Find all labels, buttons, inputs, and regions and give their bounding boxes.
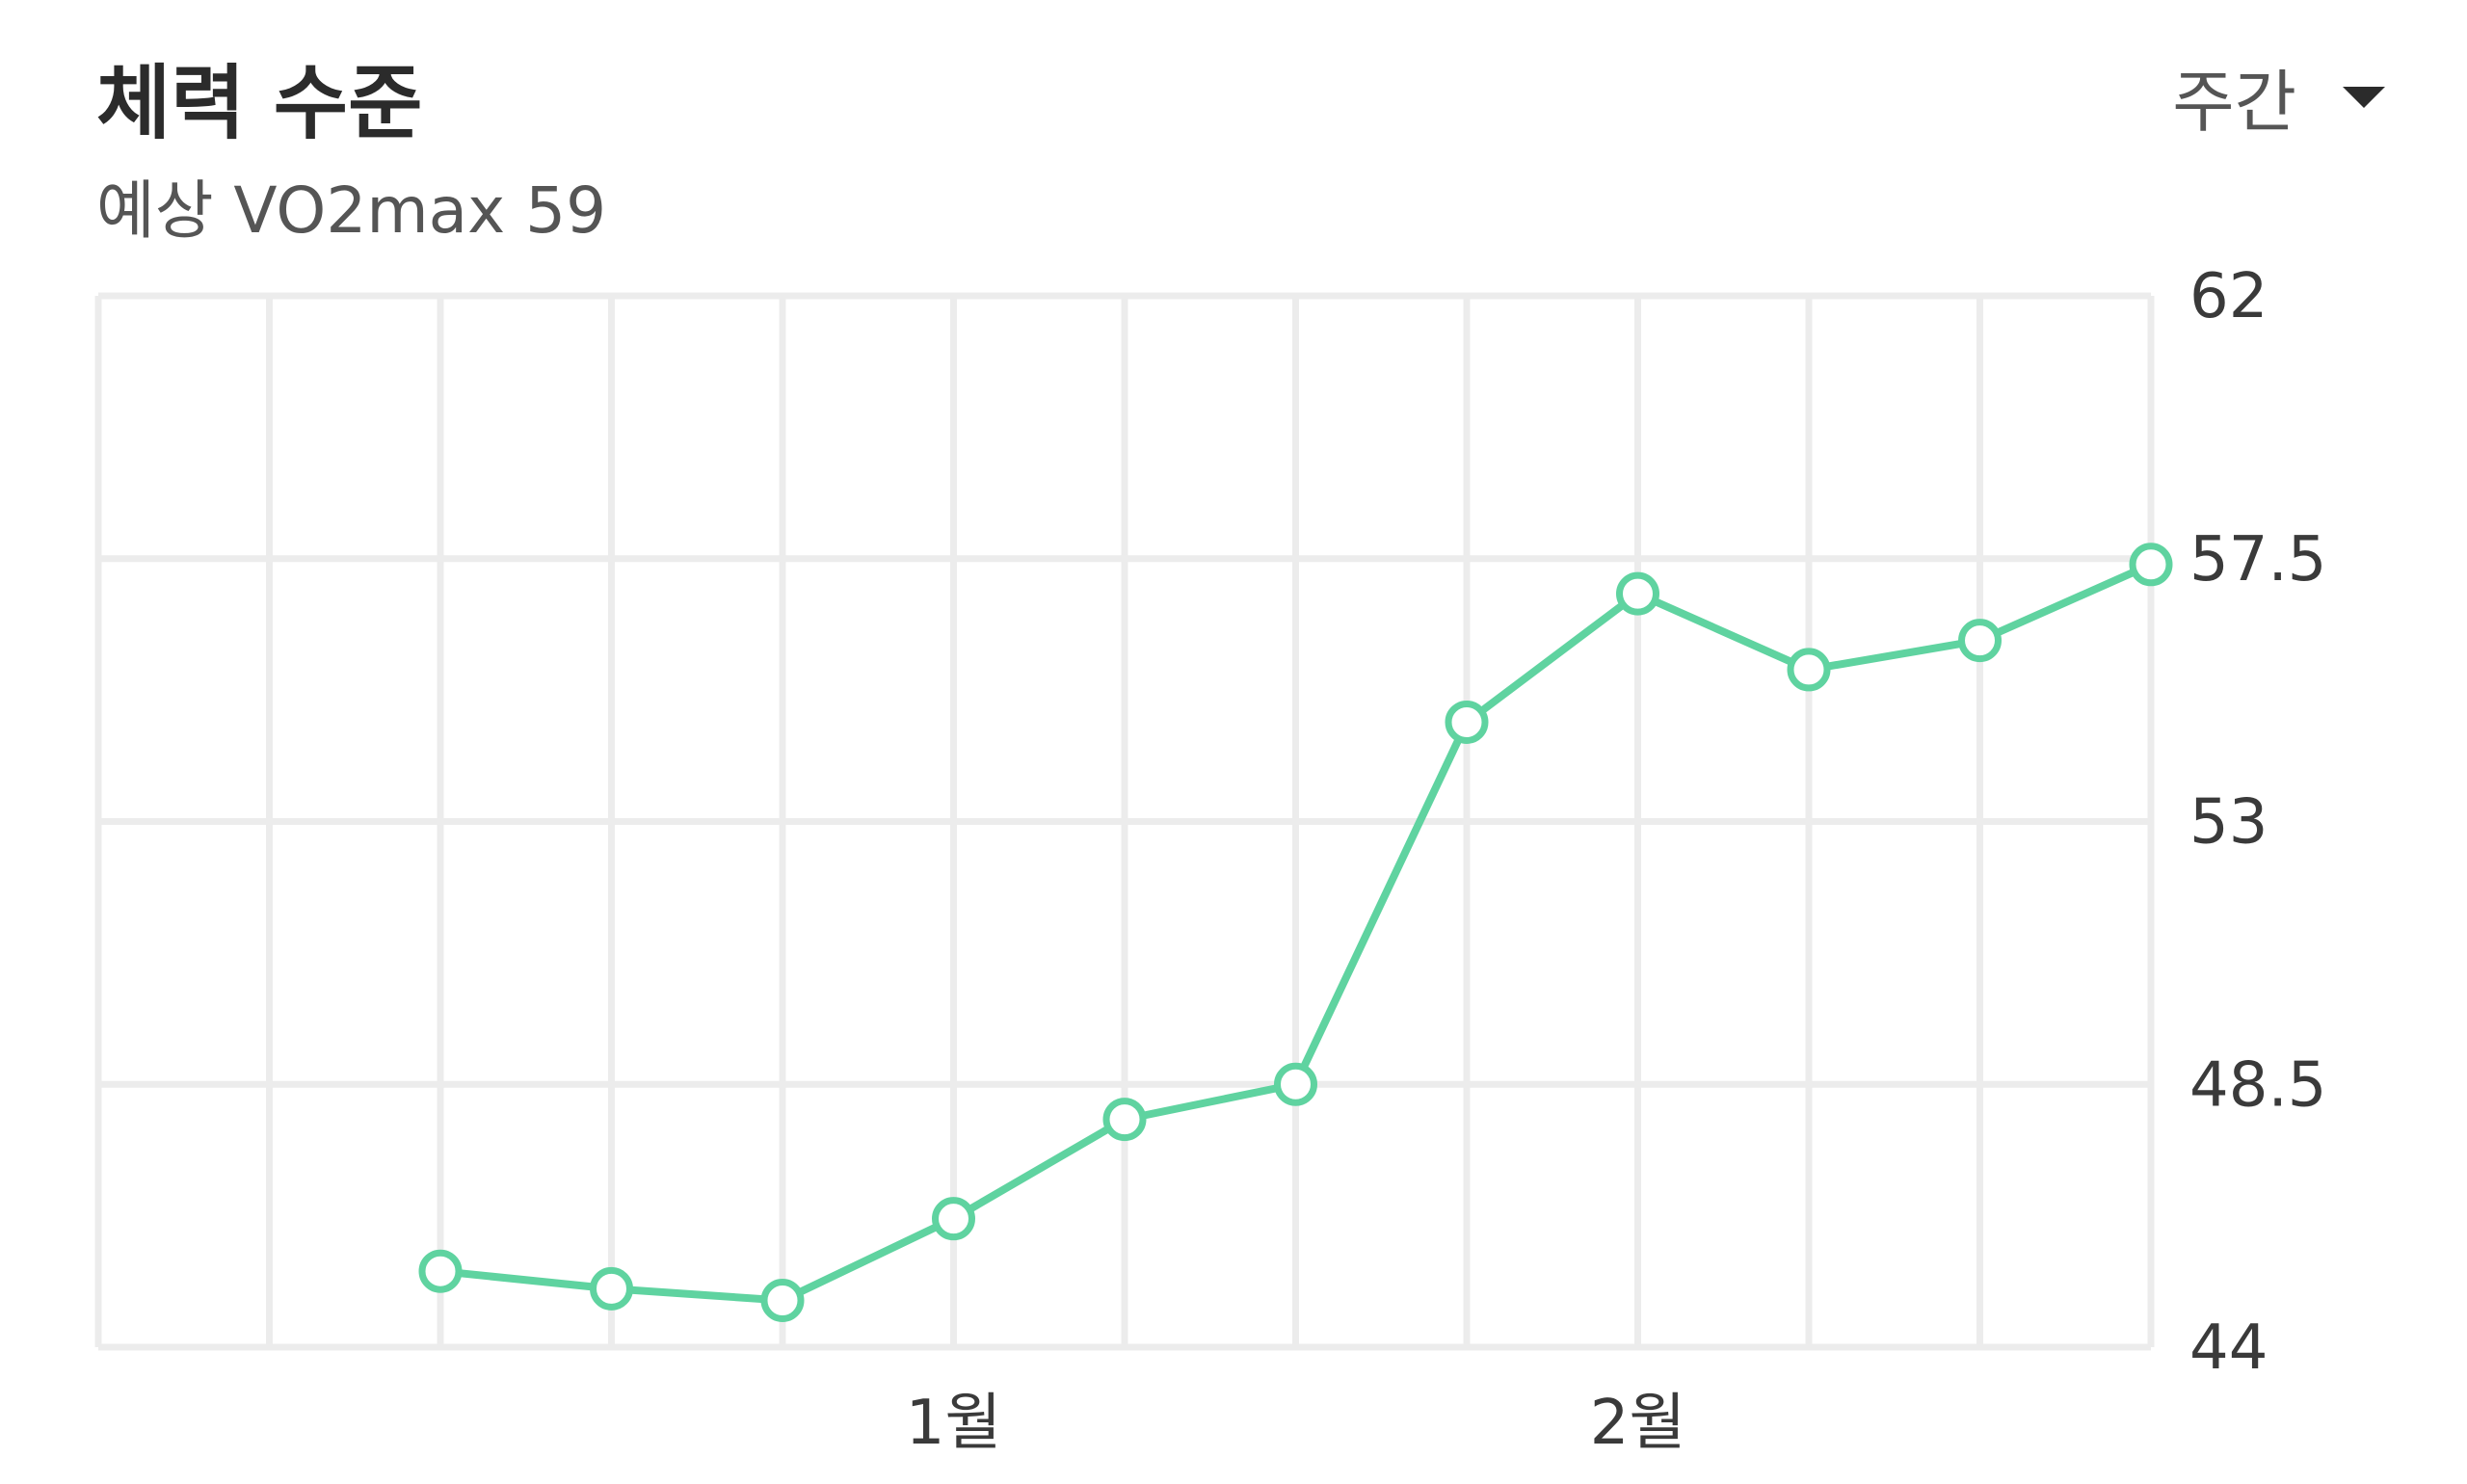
- x-tick-label: 1월: [906, 1388, 1002, 1459]
- vo2max-estimate: 예상 VO2max 59: [96, 173, 607, 248]
- data-point: [2129, 543, 2173, 587]
- data-point: [1958, 619, 2002, 663]
- data-point: [1274, 1062, 1317, 1106]
- data-point: [418, 1249, 463, 1293]
- y-tick-label: 53: [2189, 787, 2268, 859]
- data-point: [1787, 648, 1831, 692]
- data-point: [1616, 571, 1659, 616]
- x-tick-label: 2월: [1590, 1388, 1686, 1459]
- chevron-down-icon: [2343, 86, 2385, 108]
- y-tick-label: 57.5: [2189, 524, 2327, 596]
- y-tick-label: 48.5: [2189, 1049, 2327, 1121]
- data-point: [932, 1197, 975, 1241]
- y-tick-label: 44: [2189, 1312, 2268, 1384]
- data-point: [1102, 1098, 1147, 1142]
- period-dropdown[interactable]: 주간: [2172, 48, 2385, 146]
- data-point: [590, 1266, 633, 1311]
- period-label: 주간: [2172, 63, 2296, 142]
- card-title: 체력 수준: [96, 56, 423, 150]
- data-point: [1445, 700, 1489, 744]
- y-tick-label: 62: [2189, 261, 2268, 332]
- data-point: [760, 1279, 805, 1323]
